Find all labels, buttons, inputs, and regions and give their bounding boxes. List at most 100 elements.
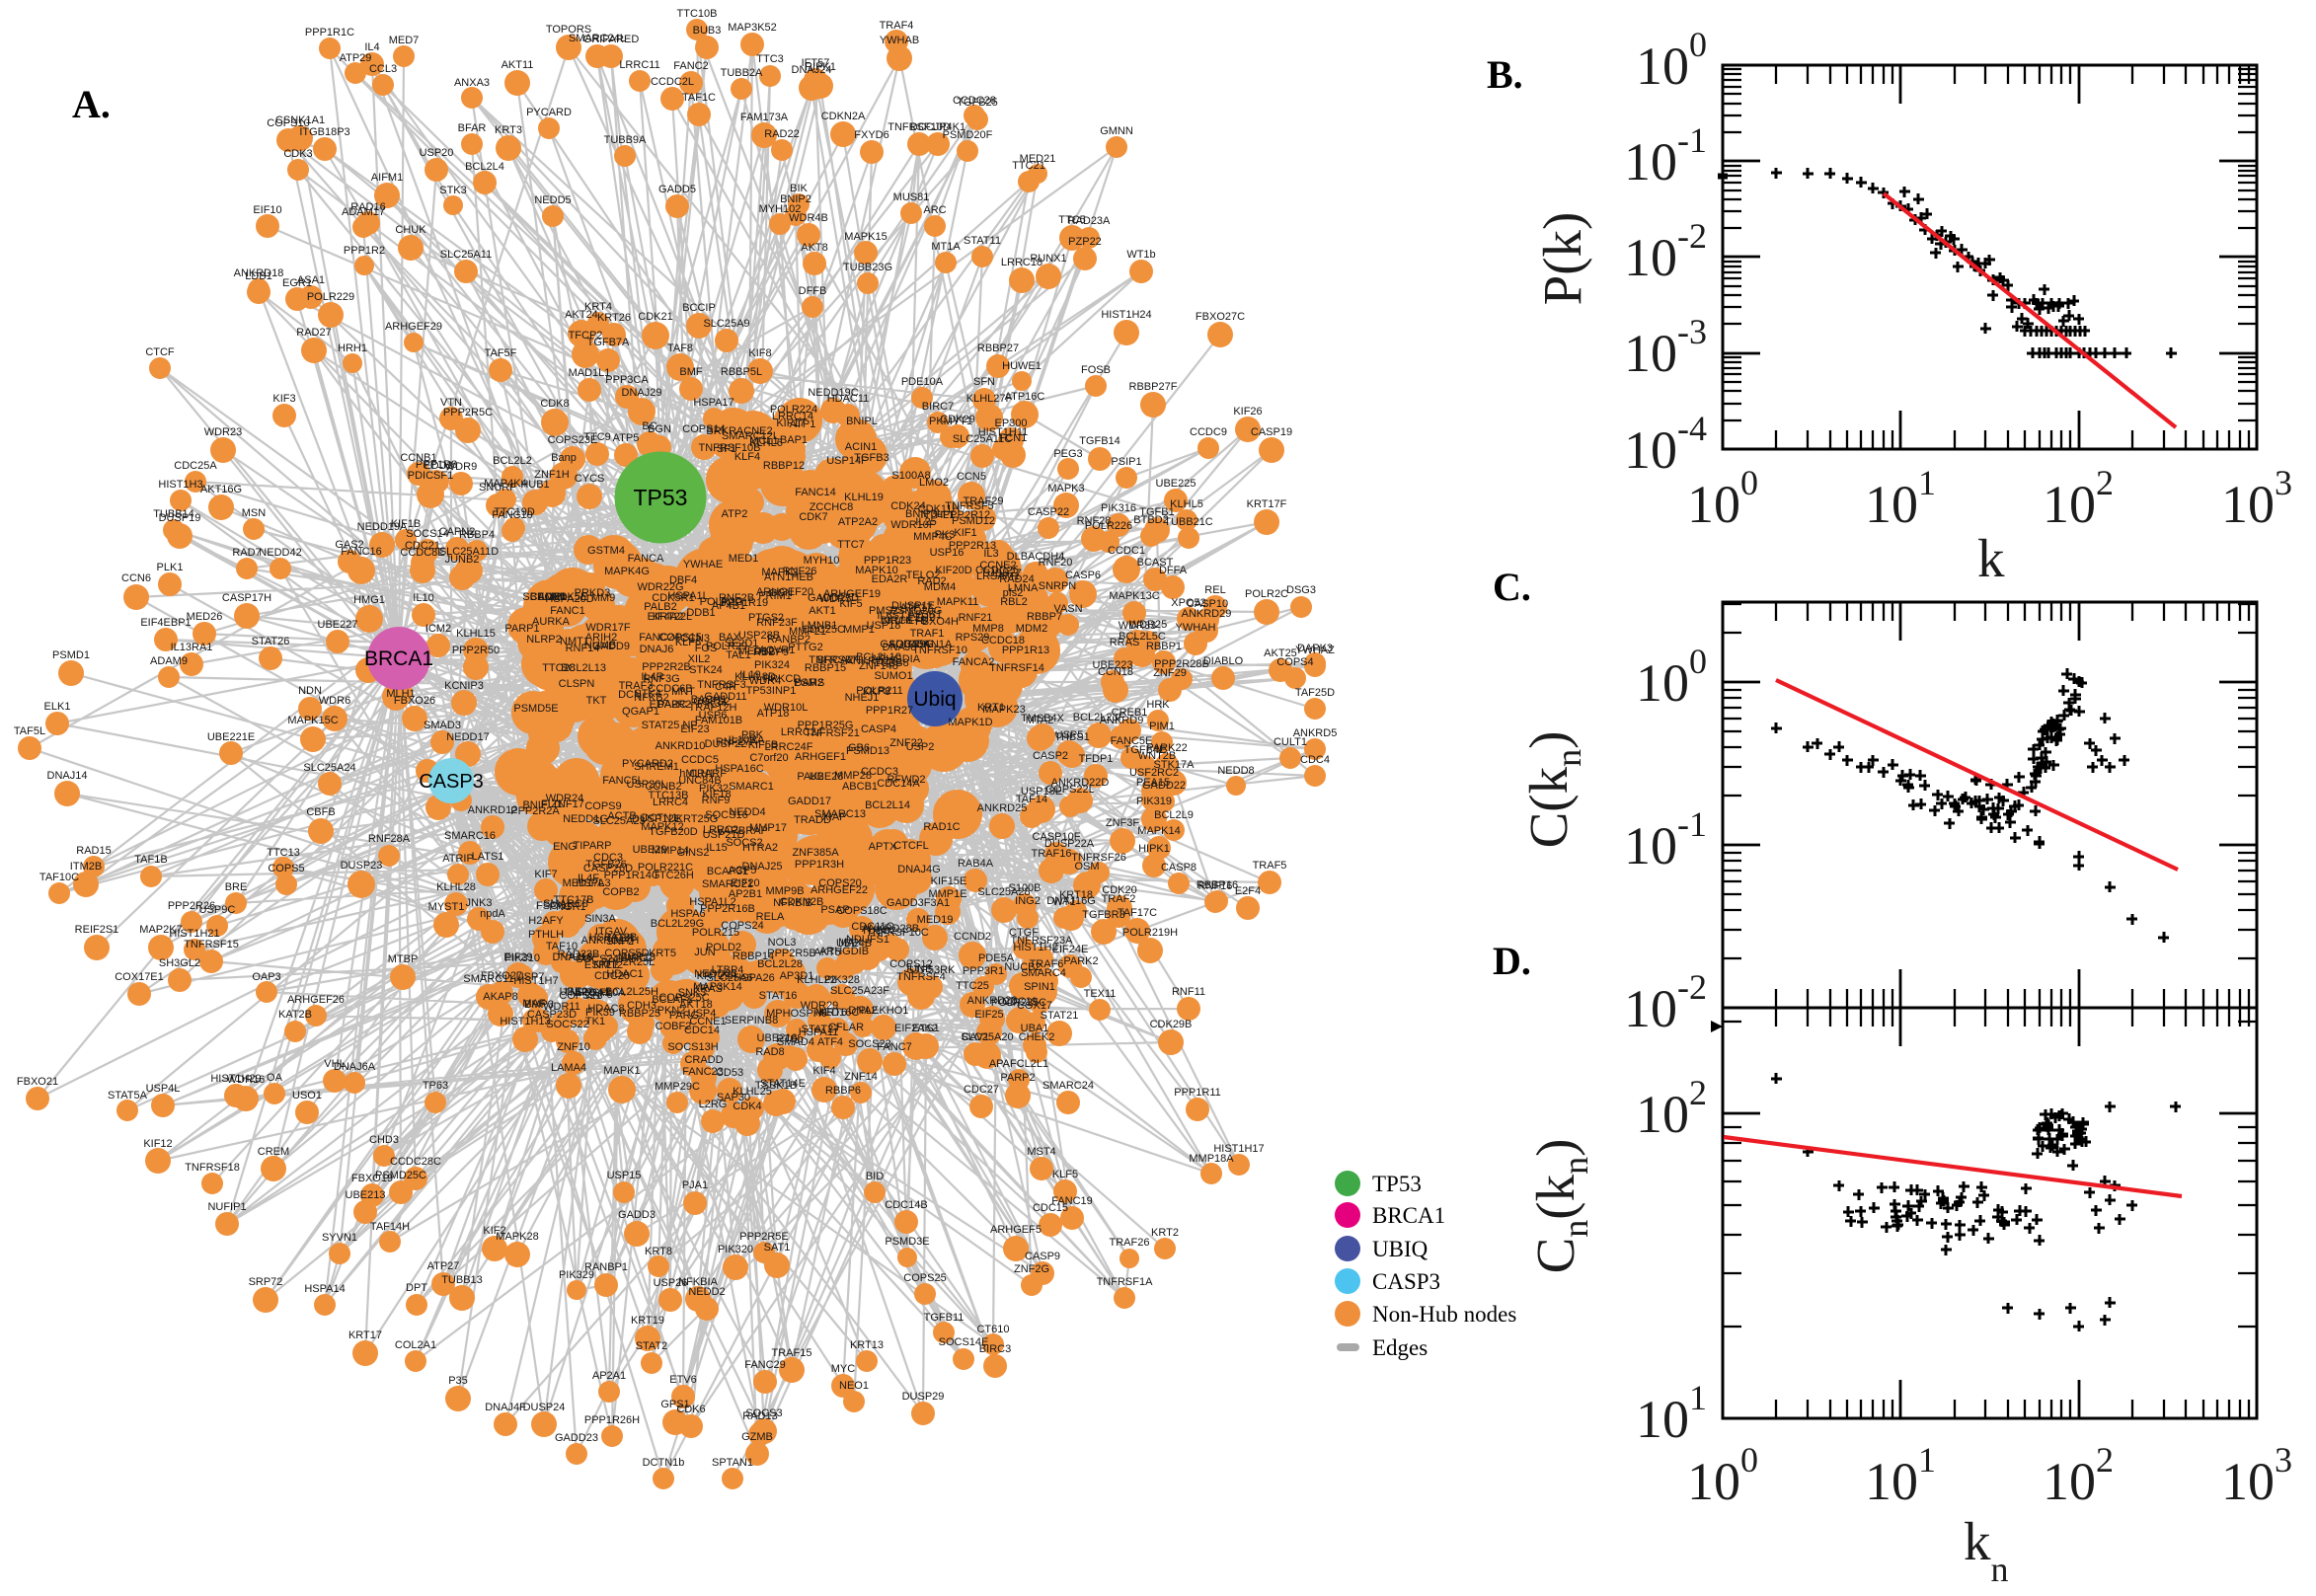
svg-text:CDH3: CDH3 (627, 1000, 656, 1012)
svg-text:TRAF1: TRAF1 (910, 628, 945, 640)
svg-text:TTC7: TTC7 (837, 539, 865, 551)
svg-text:HMG1: HMG1 (353, 594, 385, 606)
svg-text:CAPN2: CAPN2 (439, 526, 476, 538)
svg-text:SLC25A28: SLC25A28 (977, 886, 1030, 898)
svg-text:CASP9: CASP9 (1025, 1251, 1060, 1262)
svg-text:MED17L: MED17L (563, 877, 605, 889)
svg-text:ZNF148: ZNF148 (859, 660, 898, 672)
svg-text:PIM1: PIM1 (1149, 721, 1175, 732)
svg-text:TTC13B: TTC13B (649, 790, 689, 801)
svg-text:KIF5B: KIF5B (748, 739, 779, 751)
svg-text:ATP29: ATP29 (340, 52, 372, 64)
svg-text:TUBB14: TUBB14 (153, 508, 194, 520)
svg-text:GADD9: GADD9 (592, 641, 630, 652)
svg-text:KLHL5: KLHL5 (1170, 498, 1203, 510)
svg-text:CDC14B: CDC14B (885, 1199, 927, 1211)
svg-text:ZNF385A: ZNF385A (792, 847, 839, 859)
svg-text:LATS1: LATS1 (472, 851, 504, 863)
svg-text:PARG: PARG (669, 1010, 699, 1022)
svg-text:CCDC2L: CCDC2L (651, 76, 694, 88)
svg-text:LMO2: LMO2 (919, 477, 949, 489)
svg-text:AP3D1: AP3D1 (780, 970, 814, 982)
svg-text:PPP1R27: PPP1R27 (866, 705, 913, 717)
svg-text:COPS5D: COPS5D (604, 948, 649, 959)
svg-text:CASP6: CASP6 (1065, 570, 1101, 581)
svg-text:PK3: PK3 (935, 529, 956, 541)
svg-text:PIK316: PIK316 (1101, 502, 1136, 514)
svg-text:PARK2: PARK2 (1063, 955, 1098, 967)
svg-text:KIF15E: KIF15E (931, 875, 967, 887)
svg-text:EIF25: EIF25 (974, 1009, 1003, 1021)
svg-text:TP53: TP53 (634, 485, 688, 510)
svg-text:100: 100 (1636, 642, 1707, 713)
svg-text:KIF12: KIF12 (143, 1138, 172, 1150)
svg-text:NEDD5: NEDD5 (534, 194, 571, 206)
svg-text:CDK21: CDK21 (638, 311, 672, 323)
svg-text:COPS4: COPS4 (1276, 656, 1313, 668)
svg-text:MAP4K4: MAP4K4 (484, 478, 526, 490)
svg-text:TNFRSF1A: TNFRSF1A (1097, 1276, 1154, 1288)
svg-text:10-1: 10-1 (1624, 804, 1707, 875)
svg-text:FANCA2: FANCA2 (953, 656, 995, 668)
svg-text:CASP26D: CASP26D (583, 863, 633, 874)
svg-text:TTC19D: TTC19D (494, 506, 535, 518)
svg-text:NHEJ1: NHEJ1 (845, 692, 880, 704)
svg-text:FOS: FOS (695, 643, 718, 654)
svg-text:AKT1: AKT1 (809, 605, 836, 617)
svg-text:KRT8: KRT8 (645, 1246, 672, 1257)
svg-text:NLRP2: NLRP2 (526, 634, 561, 646)
svg-text:PLK1: PLK1 (157, 562, 184, 573)
svg-text:FANC2: FANC2 (673, 60, 708, 72)
svg-text:KRT2: KRT2 (1151, 1227, 1179, 1239)
svg-text:CASP23D: CASP23D (527, 1009, 577, 1021)
svg-text:EIF23: EIF23 (680, 723, 709, 735)
svg-text:MAPK10: MAPK10 (855, 565, 897, 576)
svg-text:PSMD20G: PSMD20G (890, 605, 943, 617)
svg-text:RAD24: RAD24 (999, 573, 1034, 585)
svg-text:BIRC2: BIRC2 (621, 952, 653, 964)
svg-text:POLR2C: POLR2C (1245, 588, 1288, 600)
svg-text:ARHGEF19: ARHGEF19 (823, 588, 881, 600)
svg-text:PSMD3E: PSMD3E (885, 1236, 929, 1248)
svg-text:KIF4: KIF4 (812, 1065, 835, 1077)
svg-text:RBBP1: RBBP1 (1146, 641, 1182, 652)
svg-text:RANBP2: RANBP2 (767, 634, 811, 646)
svg-text:C7orf20: C7orf20 (749, 752, 788, 764)
svg-text:PPP2R28B: PPP2R28B (1154, 658, 1209, 670)
svg-text:USP28B: USP28B (738, 630, 780, 642)
svg-text:CASP22: CASP22 (1028, 506, 1069, 518)
svg-text:RAD13: RAD13 (742, 1410, 777, 1422)
svg-text:MYH10: MYH10 (804, 555, 840, 567)
svg-text:LAMA4: LAMA4 (551, 1062, 586, 1074)
svg-text:FANC5E: FANC5E (1111, 735, 1153, 747)
svg-text:DNAJ24: DNAJ24 (792, 64, 832, 76)
svg-text:BTBD2: BTBD2 (1133, 514, 1168, 526)
svg-text:PTGS2: PTGS2 (748, 612, 784, 624)
svg-text:FBXO19: FBXO19 (351, 1173, 393, 1184)
svg-text:TGFB11: TGFB11 (924, 1312, 965, 1324)
svg-text:TUBB23G: TUBB23G (843, 262, 892, 273)
svg-text:PPP1R14G: PPP1R14G (604, 870, 660, 881)
svg-text:FNGR1: FNGR1 (549, 901, 585, 913)
svg-text:FBXO27: FBXO27 (481, 970, 522, 982)
svg-text:TNFRSF21: TNFRSF21 (805, 727, 860, 739)
svg-text:HDAC8: HDAC8 (587, 1003, 624, 1015)
svg-text:CLSPN: CLSPN (559, 678, 595, 690)
svg-text:PDE5A: PDE5A (978, 952, 1015, 964)
svg-text:NUMB: NUMB (584, 640, 616, 651)
svg-text:OSM: OSM (1074, 861, 1099, 873)
svg-text:CHD3: CHD3 (369, 1134, 399, 1146)
svg-text:FANC5L: FANC5L (602, 775, 644, 787)
svg-text:AP4B1: AP4B1 (712, 600, 745, 612)
svg-text:TFCP2: TFCP2 (569, 330, 603, 342)
svg-text:BMP3: BMP3 (524, 999, 554, 1011)
svg-text:MMP13: MMP13 (618, 951, 656, 963)
svg-text:CDC21: CDC21 (405, 540, 440, 552)
svg-text:ARHGEF22: ARHGEF22 (811, 884, 868, 896)
svg-text:TRAF6: TRAF6 (1030, 958, 1064, 970)
svg-text:KRT1: KRT1 (977, 702, 1005, 714)
svg-text:RAD23B: RAD23B (558, 949, 600, 960)
svg-text:CHUK: CHUK (395, 224, 426, 236)
svg-text:TNFRSF10A: TNFRSF10A (564, 987, 627, 999)
svg-text:WDR9: WDR9 (445, 461, 477, 473)
